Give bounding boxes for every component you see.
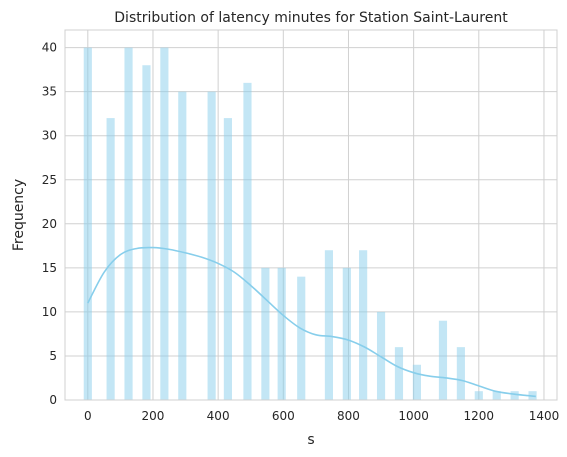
y-tick-label: 10 [42, 305, 57, 319]
x-tick-label: 1400 [529, 409, 560, 423]
x-tick-label: 1200 [464, 409, 495, 423]
x-tick-label: 1000 [398, 409, 429, 423]
histogram-bar [412, 364, 421, 400]
histogram-bar [178, 91, 187, 401]
y-tick-label: 15 [42, 261, 57, 275]
histogram-bar [207, 91, 216, 401]
histogram-bar [474, 391, 483, 400]
histogram-bar [223, 118, 232, 400]
x-tick-label: 800 [337, 409, 360, 423]
histogram-bar [359, 250, 368, 400]
histogram-bar [456, 347, 465, 400]
histogram-bar [438, 320, 448, 400]
histogram-bar [510, 391, 519, 400]
histogram-bar [277, 267, 286, 400]
plot-frame [64, 29, 558, 401]
x-tick-label: 600 [272, 409, 295, 423]
x-tick-labels: 0 200 400 600 800 1000 1200 1400 [84, 409, 559, 423]
histogram-bars [83, 47, 537, 401]
y-tick-label: 30 [42, 129, 57, 143]
plot-background [65, 30, 557, 400]
y-tick-label: 5 [49, 349, 57, 363]
histogram-bar [160, 47, 169, 400]
chart-title: Distribution of latency minutes for Stat… [114, 10, 508, 26]
histogram-bar [261, 267, 270, 400]
histogram-bar [124, 47, 133, 400]
y-tick-label: 40 [42, 41, 57, 55]
histogram-bar [106, 118, 115, 400]
y-tick-label: 25 [42, 173, 57, 187]
x-axis-title: s [307, 432, 314, 448]
histogram-bar [83, 47, 92, 400]
histogram-bar [243, 82, 252, 400]
x-tick-label: 200 [142, 409, 165, 423]
histogram-bar [324, 250, 333, 400]
histogram-bar [142, 65, 151, 400]
y-axis-title: Frequency [11, 179, 27, 251]
y-tick-label: 35 [42, 85, 57, 99]
x-tick-label: 0 [84, 409, 92, 423]
histogram-bar [342, 267, 351, 400]
y-tick-label: 0 [49, 393, 57, 407]
y-tick-labels: 0 5 10 15 20 25 30 35 40 [42, 41, 57, 407]
y-tick-label: 20 [42, 217, 57, 231]
kde-line [87, 246, 536, 398]
histogram-bar [297, 276, 306, 400]
histogram-bar [492, 391, 501, 400]
histogram-bar [394, 347, 404, 400]
x-tick-label: 400 [207, 409, 230, 423]
